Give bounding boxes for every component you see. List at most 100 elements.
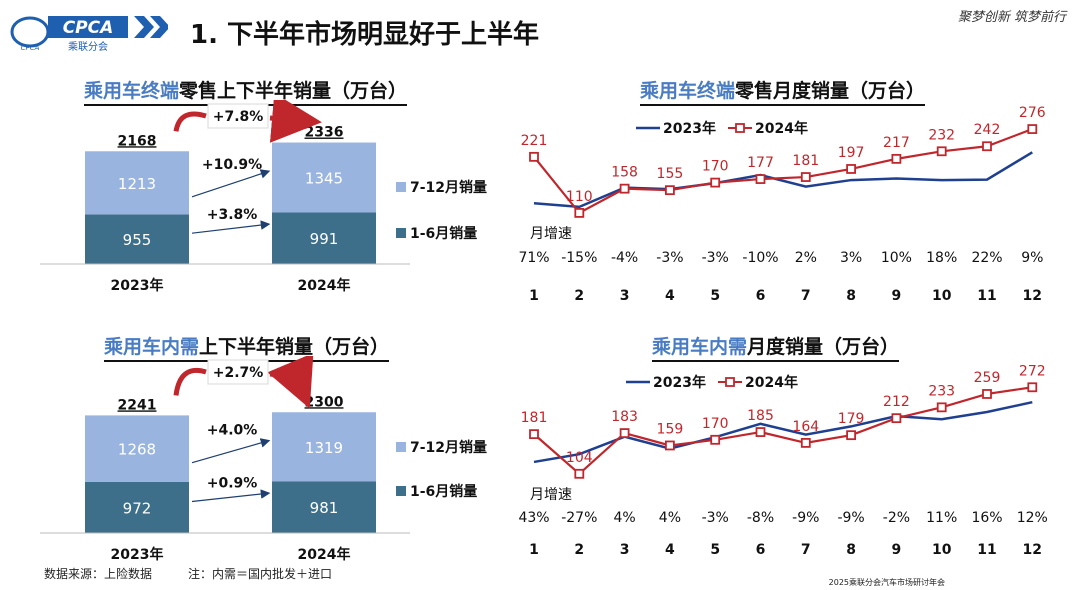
logo-swoosh xyxy=(10,16,50,48)
x-tick: 1 xyxy=(529,542,539,558)
point-2024 xyxy=(1027,382,1038,393)
chevron-icon xyxy=(134,16,154,38)
chevron-icon xyxy=(150,16,168,38)
x-tick: 5 xyxy=(710,542,720,558)
point-2024 xyxy=(891,153,902,164)
growth-value: 12% xyxy=(1017,510,1048,526)
title-rest: 月度销量（万台） xyxy=(747,336,900,358)
growth-value: -3% xyxy=(702,250,729,266)
data-label-2024: 232 xyxy=(928,127,955,143)
point-2024 xyxy=(800,437,811,448)
growth-value: -15% xyxy=(561,250,597,266)
x-tick: 5 xyxy=(710,288,720,304)
data-label-2024: 170 xyxy=(702,416,729,432)
point-2024 xyxy=(664,440,675,451)
point-2024 xyxy=(529,151,539,162)
growth-value: 71% xyxy=(518,250,549,266)
point-2024 xyxy=(846,164,857,174)
growth-value: 4% xyxy=(613,510,635,526)
x-tick: 7 xyxy=(801,542,811,558)
x-tick: 2 xyxy=(574,288,584,304)
x-tick: 2023年 xyxy=(111,277,164,294)
bar-label-h1: 972 xyxy=(123,499,152,517)
point-2024 xyxy=(574,468,585,479)
growth-value: 10% xyxy=(881,250,912,266)
total-growth-box xyxy=(207,359,269,385)
x-tick: 9 xyxy=(892,542,902,558)
bar-h2 xyxy=(272,412,376,482)
legend-label-2023: 2023年 xyxy=(653,374,706,391)
growth-total: +7.8% xyxy=(213,109,264,125)
data-label-2024: 164 xyxy=(792,419,819,435)
growth-value: 18% xyxy=(926,250,957,266)
x-tick: 11 xyxy=(977,542,996,558)
point-2024 xyxy=(710,434,721,445)
data-label-2024: 185 xyxy=(747,408,774,424)
bar-label-h2: 1319 xyxy=(305,439,343,457)
growth-h2: +10.9% xyxy=(202,157,262,173)
data-label-2024: 158 xyxy=(611,165,638,181)
data-label-2024: 179 xyxy=(838,411,865,427)
data-label-2024: 233 xyxy=(928,383,955,399)
data-label-2024: 181 xyxy=(792,153,819,169)
legend-swatch-h2 xyxy=(396,442,406,452)
data-label-2024: 110 xyxy=(566,189,593,205)
arrow-h2 xyxy=(191,169,271,198)
bar-label-h2: 1213 xyxy=(118,175,156,193)
point-2024 xyxy=(574,208,585,218)
growth-value: -4% xyxy=(611,250,638,266)
title-highlight: 乘用车终端 xyxy=(640,80,736,102)
point-2024 xyxy=(936,146,947,157)
legend-label-2024: 2024年 xyxy=(755,120,808,137)
point-2024 xyxy=(936,402,947,413)
growth-value: -9% xyxy=(837,510,864,526)
x-tick: 4 xyxy=(665,288,675,304)
point-2024 xyxy=(619,183,630,194)
title-rest: 零售月度销量（万台） xyxy=(735,80,926,102)
point-2024 xyxy=(1027,124,1038,134)
growth-row-label: 月增速 xyxy=(530,487,572,503)
data-label-2024: 217 xyxy=(883,135,910,151)
bar-total: 2300 xyxy=(305,394,344,410)
x-tick: 10 xyxy=(932,542,952,558)
x-tick: 8 xyxy=(846,542,856,558)
bar-h2 xyxy=(85,151,189,215)
page-title: 1. 下半年市场明显好于上半年 xyxy=(190,20,540,50)
legend-swatch-h1 xyxy=(396,228,406,238)
x-tick: 12 xyxy=(1023,288,1042,304)
data-label-2024: 183 xyxy=(611,409,638,425)
x-tick: 1 xyxy=(529,288,539,304)
growth-total: +2.7% xyxy=(213,365,264,381)
data-label-2024: 197 xyxy=(838,145,865,161)
point-2024 xyxy=(664,185,675,196)
panel-title-retail-monthly: 乘用车终端零售月度销量（万台） xyxy=(640,76,926,106)
bar-label-h1: 955 xyxy=(123,231,152,249)
growth-value: 2% xyxy=(795,250,817,266)
point-2024 xyxy=(755,174,766,184)
x-tick: 6 xyxy=(756,288,766,304)
growth-value: 43% xyxy=(518,510,549,526)
x-tick: 10 xyxy=(932,288,952,304)
total-arrow-tail xyxy=(173,367,207,396)
bar-h2 xyxy=(85,415,189,482)
growth-value: 4% xyxy=(659,510,681,526)
logo-band xyxy=(48,16,128,38)
slogan: 聚梦创新 筑梦前行 xyxy=(957,10,1066,25)
growth-h1: +3.8% xyxy=(207,207,258,223)
logo-mark: CPCA xyxy=(21,44,40,52)
logo-text: CPCA xyxy=(63,18,114,38)
series-line-2023 xyxy=(533,151,1033,209)
x-tick: 8 xyxy=(846,288,856,304)
retail-halves-chart: 955 1213 2168 2023年 991 1345 2336 2024年 +10.9% +3… xyxy=(40,100,487,294)
legend-swatch-h2 xyxy=(396,182,406,192)
bar-label-h1: 981 xyxy=(310,499,339,517)
title-highlight: 乘用车内需 xyxy=(652,336,748,358)
arrow-h1 xyxy=(191,220,271,234)
title-rest: 上下半年销量（万台） xyxy=(199,336,390,358)
data-label-2024: 170 xyxy=(702,159,729,175)
data-label-2024: 104 xyxy=(566,450,593,466)
point-2024 xyxy=(982,389,992,399)
bar-total: 2168 xyxy=(118,133,157,149)
growth-row-label: 月增速 xyxy=(530,226,572,242)
